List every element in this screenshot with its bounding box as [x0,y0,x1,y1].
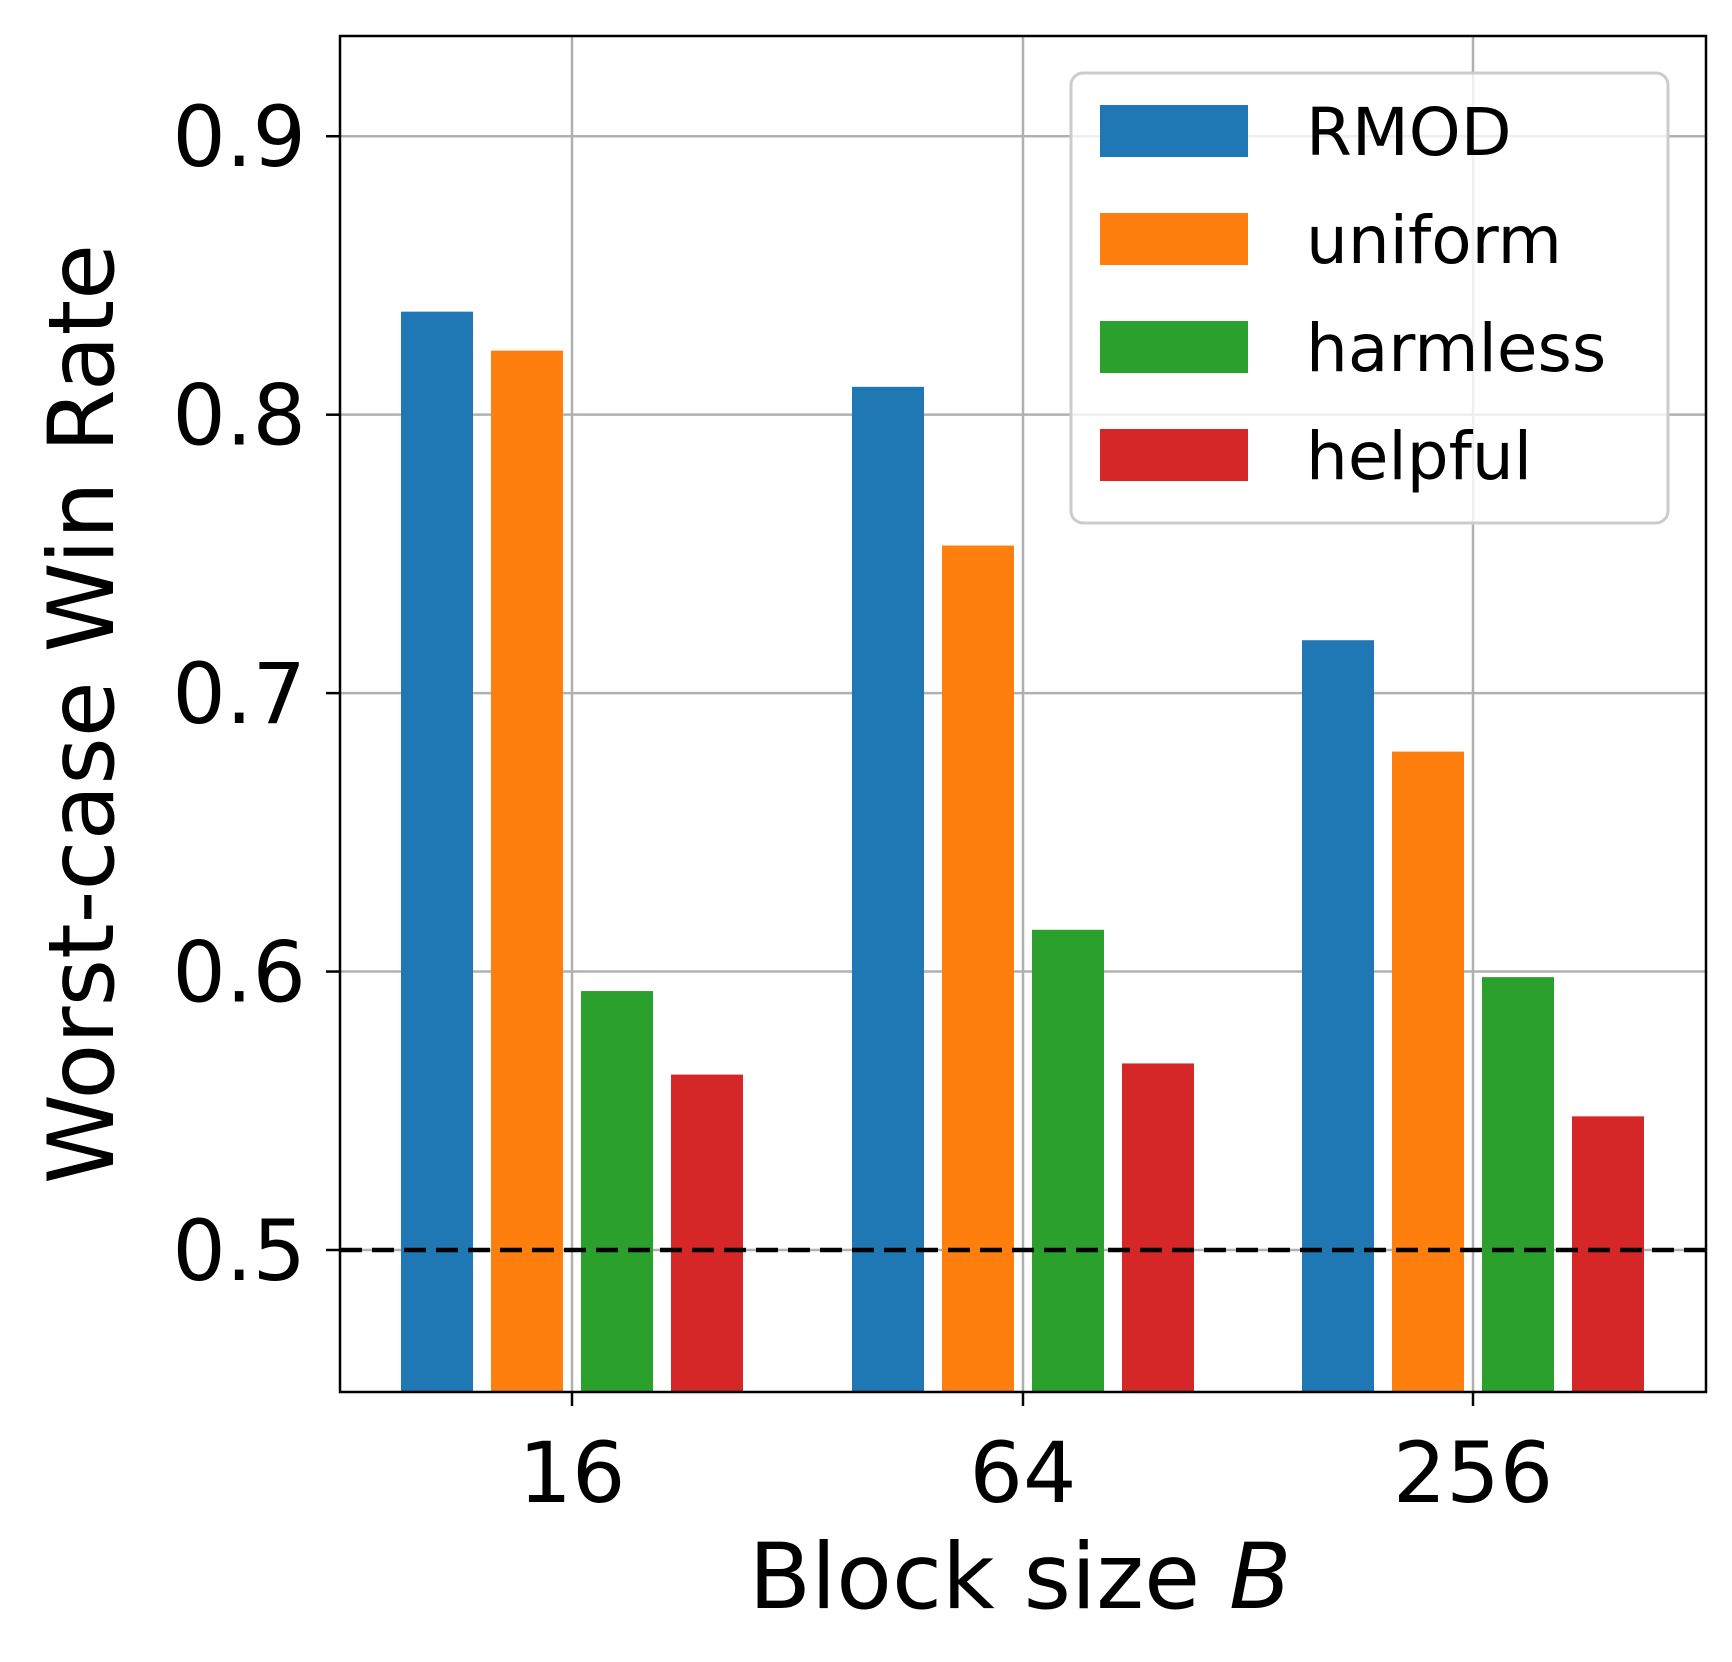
bar-uniform-64 [942,545,1014,1392]
y-tick-label: 0.9 [172,88,306,186]
x-axis-title-text: Block size [749,1525,1201,1630]
legend-label-helpful: helpful [1306,418,1532,495]
bar-uniform-16 [491,350,563,1393]
x-tick-label: 64 [970,1424,1077,1522]
x-axis-title: Block size B [749,1525,1292,1630]
legend-swatch-helpful [1100,429,1248,481]
bar-uniform-256 [1392,751,1464,1392]
legend-label-harmless: harmless [1306,310,1606,387]
bar-layer [401,311,1644,1393]
legend-label-uniform: uniform [1306,202,1562,279]
x-tick-label: 256 [1393,1424,1553,1522]
x-tick-label: 16 [519,1424,626,1522]
y-tick-label: 0.6 [172,924,306,1022]
tick-layer: 0.5 0.6 0.7 0.8 0.9 16 64 256 [172,88,1553,1522]
x-axis-title-variable: B [1229,1525,1291,1630]
bar-helpful-256 [1572,1116,1644,1392]
bar-RMOD-64 [852,386,924,1392]
bar-harmless-16 [581,991,653,1392]
y-tick-label: 0.5 [172,1202,306,1300]
bar-RMOD-256 [1302,640,1374,1392]
y-axis-title: Worst-case Win Rate [30,244,135,1184]
legend-label-RMOD: RMOD [1306,94,1512,171]
bar-RMOD-16 [401,311,473,1392]
legend-swatch-uniform [1100,213,1248,265]
bar-harmless-64 [1032,929,1104,1392]
bar-helpful-64 [1122,1063,1194,1392]
y-tick-label: 0.8 [172,367,306,465]
y-tick-label: 0.7 [172,645,306,743]
legend-frame [1069,71,1670,525]
bar-harmless-256 [1482,977,1554,1392]
legend-swatch-RMOD [1100,105,1248,157]
legend: RMOD uniform harmless helpful [1069,71,1670,525]
legend-swatch-harmless [1100,321,1248,373]
bar-helpful-16 [671,1074,743,1392]
